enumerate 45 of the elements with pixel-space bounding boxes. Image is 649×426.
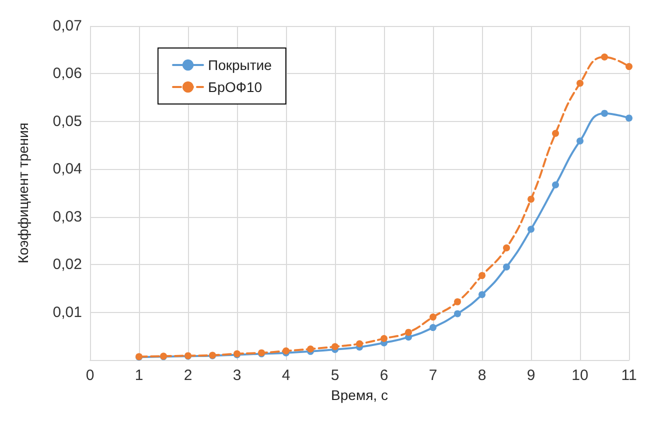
point	[552, 130, 559, 137]
x-tick-label: 3	[232, 367, 242, 384]
y-axis-title: Коэффициент трения	[15, 122, 31, 264]
x-tick-label: 1	[134, 367, 144, 384]
point	[528, 196, 534, 203]
point	[454, 298, 461, 306]
x-tick-label: 11	[621, 367, 637, 384]
y-tick-label: 0,06	[52, 65, 82, 82]
x-tick-label: 4	[282, 367, 290, 384]
x-tick-label: 8	[478, 367, 486, 384]
y-tick-label: 0,04	[52, 160, 82, 178]
x-tick-label: 10	[572, 367, 588, 384]
point	[626, 114, 632, 122]
point	[552, 181, 559, 188]
x-axis-title: Время, с	[331, 387, 388, 403]
legend-label: Покрытие	[208, 57, 272, 73]
point	[601, 110, 608, 117]
x-tick-label: 2	[184, 367, 192, 384]
y-tick-label: 0,05	[52, 112, 82, 130]
legend-label: БрОФ10	[208, 79, 262, 95]
y-tick-label: 0,02	[52, 256, 82, 274]
point	[503, 244, 510, 252]
point	[601, 54, 608, 61]
point	[332, 343, 338, 350]
point	[503, 263, 510, 270]
x-tick-label: 6	[380, 367, 388, 384]
point	[478, 272, 486, 280]
x-tick-label: 0	[86, 367, 94, 384]
y-tick-label: 0,07	[52, 18, 82, 34]
point	[430, 314, 436, 321]
point	[626, 63, 632, 70]
x-tick-label: 7	[428, 367, 438, 384]
point	[430, 324, 436, 332]
point	[380, 335, 388, 342]
y-tick-label: 0,01	[52, 304, 82, 321]
point	[356, 340, 363, 348]
x-tick-label: 9	[526, 367, 536, 384]
point	[454, 310, 461, 318]
x-tick-label: 5	[330, 367, 340, 384]
y-tick-label: 0,03	[52, 208, 82, 226]
point	[528, 226, 534, 233]
point	[478, 291, 486, 298]
point	[576, 137, 584, 144]
point	[576, 80, 584, 87]
point	[405, 328, 412, 336]
